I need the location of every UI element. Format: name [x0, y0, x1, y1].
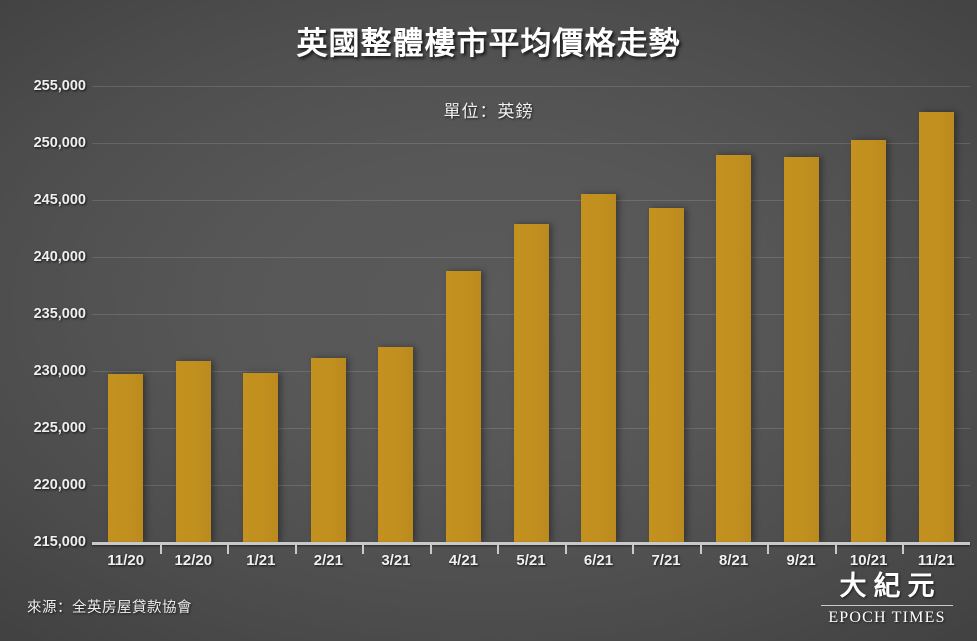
x-axis-tick-label: 8/21: [719, 552, 749, 569]
bar: [581, 194, 617, 542]
x-axis-tick-mark: [362, 545, 365, 554]
gridline: [92, 200, 970, 201]
x-axis-tick-mark: [159, 545, 162, 554]
bar: [243, 373, 279, 542]
x-axis-tick-label: 11/21: [917, 552, 955, 569]
x-axis-tick-mark: [902, 545, 905, 554]
y-axis-tick-label: 220,000: [33, 477, 86, 493]
logo-english-text: EPOCH TIMES: [828, 609, 946, 626]
x-axis-tick-mark: [699, 545, 702, 554]
x-axis-tick-mark: [227, 545, 230, 554]
y-axis-tick-label: 245,000: [33, 192, 86, 208]
y-axis-tick-label: 240,000: [33, 249, 86, 265]
bar: [648, 207, 684, 542]
x-axis-tick-label: 3/21: [381, 552, 411, 569]
y-axis-tick-label: 225,000: [33, 420, 86, 436]
x-axis-tick-mark: [564, 545, 567, 554]
bar: [175, 360, 211, 542]
x-axis-tick-label: 6/21: [583, 552, 614, 569]
chart-title: 英國整體樓市平均價格走勢: [296, 26, 681, 61]
x-axis-tick-label: 11/20: [107, 552, 145, 569]
bar: [716, 154, 752, 542]
x-axis-tick-label: 7/21: [651, 552, 681, 569]
y-axis-tick-label: 235,000: [33, 306, 86, 322]
epoch-times-logo: 大紀元 EPOCH TIMES: [819, 571, 955, 627]
x-axis-tick-label: 12/20: [174, 552, 213, 569]
bar: [918, 112, 954, 542]
y-axis-tick-label: 215,000: [33, 534, 86, 550]
y-axis-tick-label: 230,000: [33, 363, 86, 379]
x-axis-tick-mark: [632, 545, 635, 554]
chart-subtitle-unit: 單位：英鎊: [443, 102, 534, 121]
y-axis-tick-label: 250,000: [33, 135, 86, 151]
x-axis-tick-mark: [767, 545, 770, 554]
logo-chinese-text: 大紀元: [839, 570, 942, 601]
source-note: 來源：全英房屋貸款協會: [27, 600, 192, 616]
bar: [108, 373, 144, 542]
x-axis-tick-label: 10/21: [849, 552, 888, 569]
x-axis-tick-label: 9/21: [786, 552, 816, 569]
x-axis-tick-label: 5/21: [516, 552, 546, 569]
x-axis-tick-mark: [497, 545, 500, 554]
x-axis-line: [92, 542, 970, 554]
x-axis-tick-mark: [294, 545, 297, 554]
bar: [513, 223, 549, 542]
x-axis-tick-mark: [429, 545, 432, 554]
bar: [310, 358, 346, 542]
bar: [445, 270, 481, 542]
x-axis-tick-label: 4/21: [448, 552, 479, 569]
gridline: [92, 86, 970, 87]
gridline: [92, 143, 970, 144]
x-axis-tick-label: 1/21: [246, 552, 276, 569]
bar-series: [92, 86, 970, 542]
logo-divider: [821, 605, 953, 606]
x-axis-tick-label: 2/21: [313, 552, 343, 569]
bar: [378, 346, 414, 542]
y-axis-tick-label: 255,000: [33, 78, 86, 94]
bar: [851, 139, 887, 542]
x-axis-tick-mark: [834, 545, 837, 554]
bar: [783, 157, 819, 542]
y-axis-labels: 255,000 250,000 245,000 240,000 235,000 230,0…: [0, 78, 86, 550]
